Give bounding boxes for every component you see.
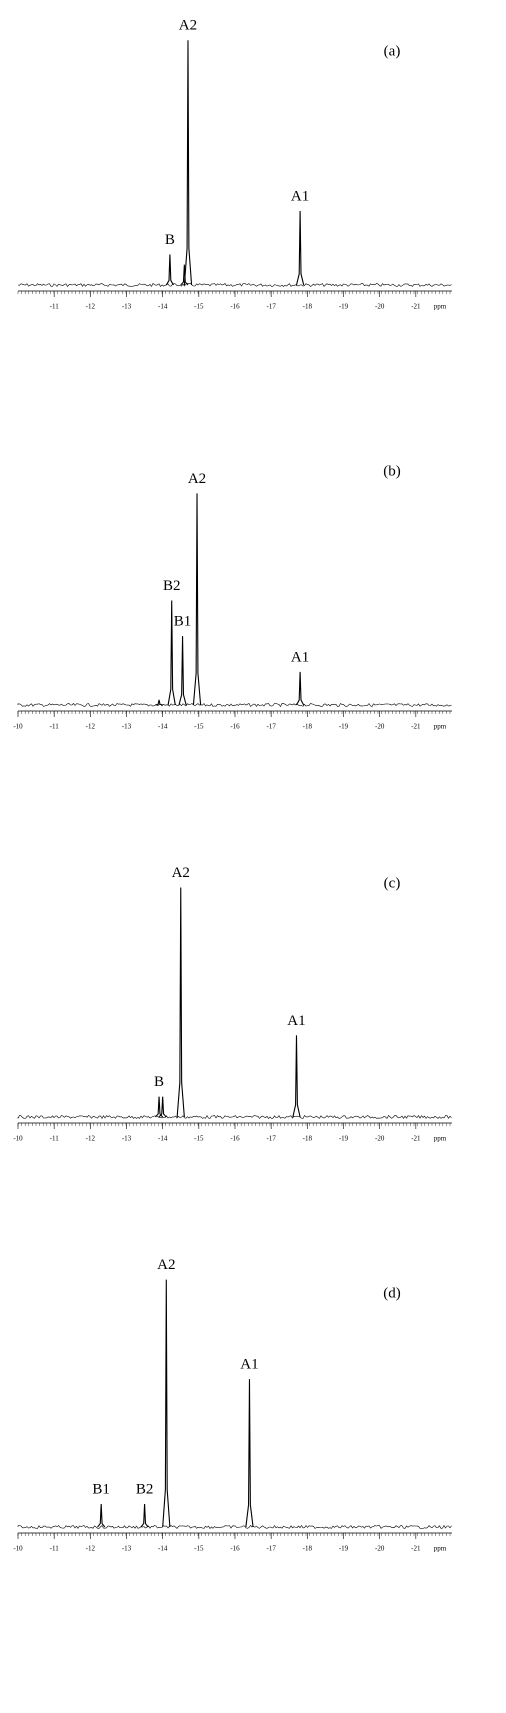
x-tick-label: -16 <box>230 723 240 731</box>
peak-label: B <box>165 232 175 248</box>
peak-label: A1 <box>240 1357 258 1373</box>
peak <box>155 699 163 706</box>
x-tick-label: -13 <box>122 1135 132 1143</box>
peak-label: A1 <box>291 188 309 204</box>
x-tick-label: -18 <box>303 723 313 731</box>
peak-label: A2 <box>157 1257 175 1273</box>
x-tick-label: -13 <box>122 1545 132 1553</box>
baseline-noise <box>17 703 452 708</box>
x-tick-label: -12 <box>86 723 96 731</box>
x-tick-label: -12 <box>86 1545 96 1553</box>
x-tick-label: -17 <box>266 723 276 731</box>
peak <box>167 600 176 706</box>
panel-label: (c) <box>384 875 401 891</box>
panel-label: (b) <box>383 463 401 479</box>
x-tick-label: -14 <box>158 303 168 311</box>
x-tick-label: -10 <box>13 1135 23 1143</box>
spectrum-panel: -10 -11 -12 -13 -14 -15 -16 -17 -18 -19 -20 -21 ppm (… <box>13 1257 452 1553</box>
spectrum-panel: -10 -11 -12 -13 -14 -15 -16 -17 -18 -19 -20 -21 ppm (… <box>13 463 452 731</box>
peak-label: B <box>154 1074 164 1090</box>
peak <box>183 40 193 286</box>
x-tick-label: -21 <box>411 303 421 311</box>
spectrum-panel: -10 -11 -12 -13 -14 -15 -16 -17 -18 -19 -20 -21 ppm (… <box>13 865 452 1143</box>
x-tick-label: -11 <box>50 1135 60 1143</box>
peak <box>296 671 305 706</box>
x-tick-label: -12 <box>86 303 96 311</box>
peak-label: A2 <box>172 865 190 881</box>
x-tick-label: -20 <box>375 1545 385 1553</box>
peak-label: B2 <box>163 578 181 594</box>
x-tick-label: -13 <box>122 303 132 311</box>
x-tick-label: -19 <box>339 723 349 731</box>
x-tick-label: -18 <box>303 1135 313 1143</box>
baseline-noise <box>17 283 452 288</box>
x-tick-label: -19 <box>339 1135 349 1143</box>
x-tick-label: -20 <box>375 1135 385 1143</box>
x-axis-label: ppm <box>434 723 447 731</box>
panel-label: (a) <box>384 43 401 59</box>
peak-label: A1 <box>291 649 309 665</box>
x-tick-label: -16 <box>230 1545 240 1553</box>
peak <box>180 264 189 286</box>
baseline-noise <box>17 1524 452 1529</box>
peak <box>140 1504 149 1528</box>
x-tick-label: -11 <box>50 723 60 731</box>
x-tick-label: -10 <box>13 723 23 731</box>
peak <box>295 211 305 286</box>
peak <box>176 887 185 1118</box>
x-tick-label: -14 <box>158 1135 168 1143</box>
peak-label: B2 <box>136 1481 154 1497</box>
peak <box>158 1096 167 1118</box>
x-tick-label: -15 <box>194 1545 204 1553</box>
x-tick-label: -19 <box>339 1545 349 1553</box>
x-tick-label: -11 <box>50 1545 60 1553</box>
panel-label: (d) <box>383 1285 401 1301</box>
x-tick-label: -16 <box>230 1135 240 1143</box>
x-tick-label: -21 <box>411 723 421 731</box>
x-axis-label: ppm <box>434 1135 447 1143</box>
x-tick-label: -15 <box>194 1135 204 1143</box>
peak <box>292 1035 301 1118</box>
peak-label: B1 <box>174 614 192 630</box>
x-axis-label: ppm <box>434 1545 447 1553</box>
x-tick-label: -15 <box>194 723 204 731</box>
peak <box>97 1504 106 1528</box>
x-tick-label: -17 <box>266 1545 276 1553</box>
baseline-noise <box>17 1115 452 1120</box>
peak <box>162 1279 171 1528</box>
peak-label: B1 <box>92 1481 110 1497</box>
x-tick-label: -14 <box>158 1545 168 1553</box>
x-axis-label: ppm <box>434 303 447 311</box>
x-tick-label: -18 <box>303 1545 313 1553</box>
peak <box>192 493 202 706</box>
x-tick-label: -21 <box>411 1135 421 1143</box>
x-tick-label: -15 <box>194 303 204 311</box>
x-tick-label: -10 <box>13 1545 23 1553</box>
x-tick-label: -17 <box>266 1135 276 1143</box>
x-tick-label: -20 <box>375 723 385 731</box>
x-tick-label: -16 <box>230 303 240 311</box>
peak <box>165 254 174 286</box>
x-tick-label: -19 <box>339 303 349 311</box>
peak-label: A2 <box>188 471 206 487</box>
x-tick-label: -12 <box>86 1135 96 1143</box>
peak-label: A2 <box>179 18 197 34</box>
x-tick-label: -13 <box>122 723 132 731</box>
x-tick-label: -18 <box>303 303 313 311</box>
peak-label: A1 <box>287 1013 305 1029</box>
peak <box>178 636 187 706</box>
x-tick-label: -11 <box>50 303 60 311</box>
x-tick-label: -17 <box>266 303 276 311</box>
x-tick-label: -21 <box>411 1545 421 1553</box>
x-tick-label: -20 <box>375 303 385 311</box>
x-tick-label: -14 <box>158 723 168 731</box>
peak <box>245 1379 254 1528</box>
spectrum-panel: -11 -12 -13 -14 -15 -16 -17 -18 -19 -20 -21 ppm (a) B… <box>17 18 452 311</box>
